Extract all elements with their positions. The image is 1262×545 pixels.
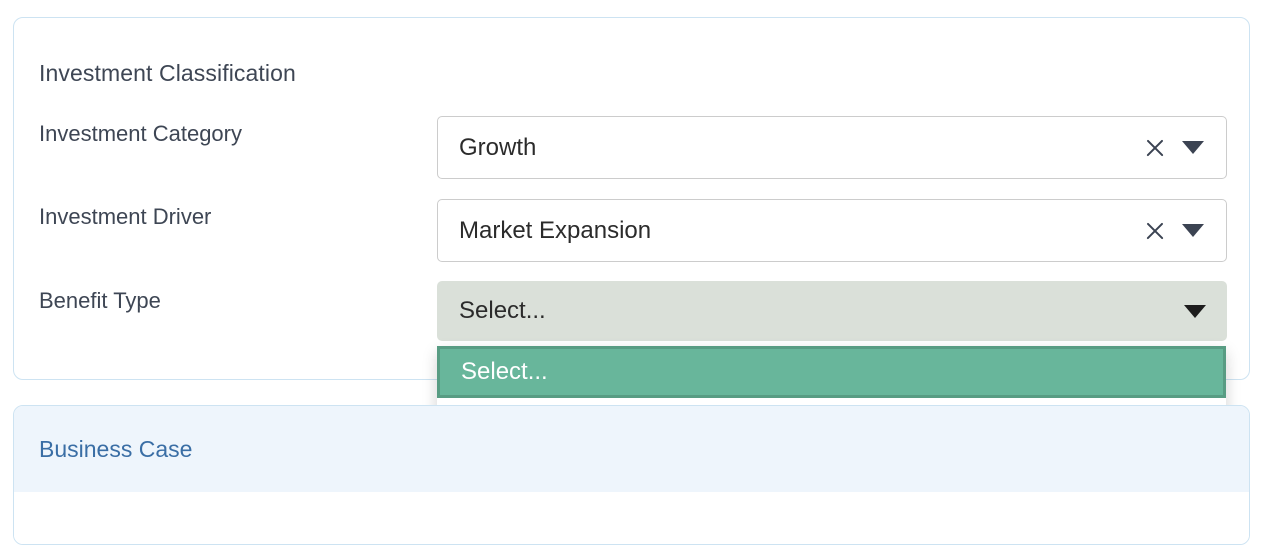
- select-benefit-type-value: Select...: [459, 297, 546, 324]
- business-case-card: Business Case: [13, 405, 1250, 545]
- section-title-investment-classification: Investment Classification: [39, 60, 296, 86]
- dropdown-option-select[interactable]: Select...: [437, 346, 1226, 398]
- form-page: Investment Classification Investment Cat…: [0, 0, 1262, 530]
- select-investment-category[interactable]: Growth: [437, 116, 1227, 179]
- section-title-business-case: Business Case: [39, 435, 193, 462]
- close-icon[interactable]: [1138, 131, 1172, 165]
- chevron-down-icon[interactable]: [1184, 304, 1206, 318]
- select-investment-category-value: Growth: [459, 133, 537, 161]
- close-icon[interactable]: [1138, 214, 1172, 248]
- business-case-body: [14, 492, 1249, 544]
- label-investment-driver: Investment Driver: [39, 204, 212, 229]
- select-benefit-type[interactable]: Select...: [437, 281, 1227, 341]
- label-benefit-type: Benefit Type: [39, 288, 161, 313]
- select-investment-driver-value: Market Expansion: [459, 216, 652, 244]
- business-case-header: Business Case: [14, 406, 1249, 492]
- chevron-down-icon[interactable]: [1182, 141, 1204, 154]
- label-investment-category: Investment Category: [39, 121, 242, 146]
- chevron-down-icon[interactable]: [1182, 224, 1204, 237]
- select-investment-driver[interactable]: Market Expansion: [437, 199, 1227, 262]
